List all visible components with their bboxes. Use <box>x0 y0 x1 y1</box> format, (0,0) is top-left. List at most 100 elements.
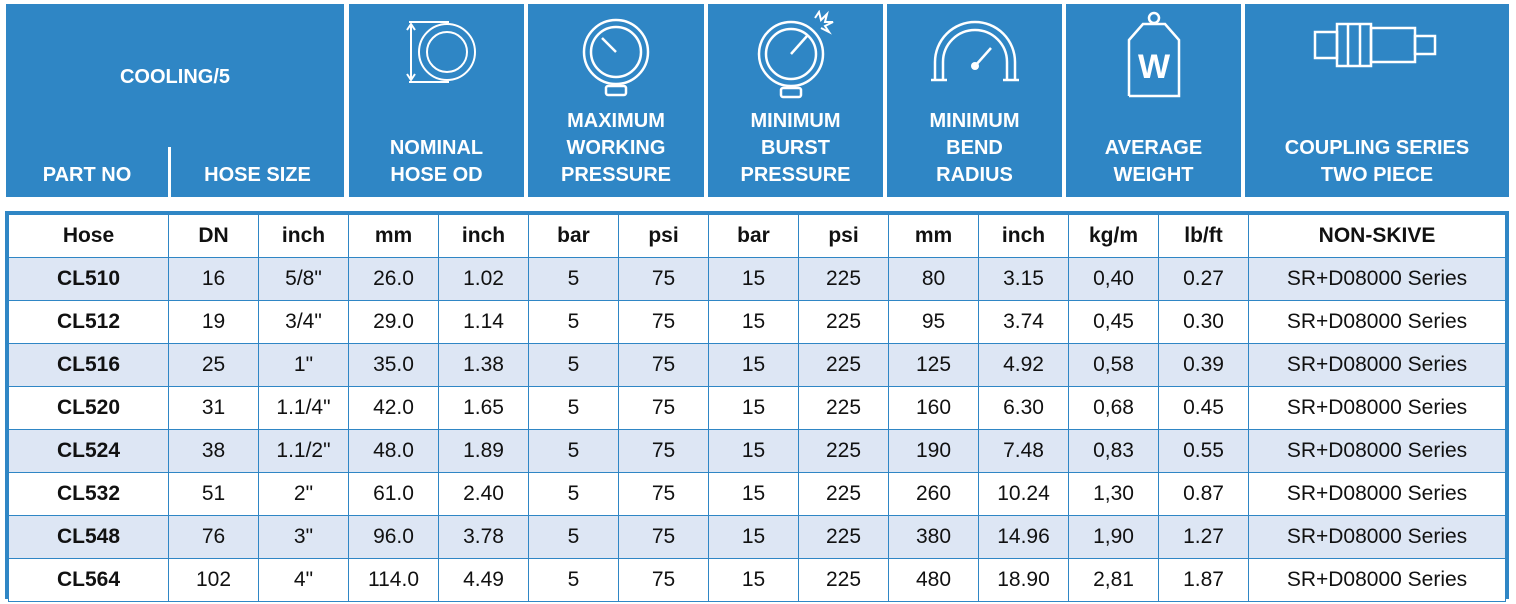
column-header: NON-SKIVE <box>1248 214 1506 258</box>
table-cell: 0.27 <box>1158 257 1249 301</box>
column-header: inch <box>438 214 529 258</box>
table-cell: 75 <box>618 472 709 516</box>
table-cell: 0,45 <box>1068 300 1159 344</box>
table-cell: 38 <box>168 429 259 473</box>
table-cell: 15 <box>708 472 799 516</box>
header-nominal-od: NOMINAL HOSE OD <box>349 4 524 197</box>
table-cell: 6.30 <box>978 386 1069 430</box>
table-cell: 0.45 <box>1158 386 1249 430</box>
table-cell: 3.15 <box>978 257 1069 301</box>
table-cell: SR+D08000 Series <box>1248 386 1506 430</box>
table-row: CL510 16 5/8" 26.0 1.02 5 75 15 225 80 3.15 0,40 0.2… <box>8 257 1506 301</box>
table-cell: 75 <box>618 558 709 602</box>
table-cell: 225 <box>798 429 889 473</box>
table-cell: 31 <box>168 386 259 430</box>
table-cell: 1.65 <box>438 386 529 430</box>
table-cell: 260 <box>888 472 979 516</box>
table-cell: 76 <box>168 515 259 559</box>
part-number-cell: CL512 <box>8 300 169 344</box>
table-cell: SR+D08000 Series <box>1248 257 1506 301</box>
table-cell: 125 <box>888 343 979 387</box>
column-header: mm <box>348 214 439 258</box>
table-cell: 1.14 <box>438 300 529 344</box>
table-cell: 5 <box>528 558 619 602</box>
table-cell: 75 <box>618 343 709 387</box>
coupling-label: COUPLING SERIES TWO PIECE <box>1284 137 1470 186</box>
column-header: psi <box>618 214 709 258</box>
max-pressure-label: MAXIMUM WORKING PRESSURE <box>560 110 672 186</box>
table-cell: 102 <box>168 558 259 602</box>
part-number-cell: CL520 <box>8 386 169 430</box>
bend-radius-label: MINIMUM BEND RADIUS <box>929 110 1020 186</box>
table-cell: SR+D08000 Series <box>1248 515 1506 559</box>
part-number-cell: CL516 <box>8 343 169 387</box>
part-number-cell: CL510 <box>8 257 169 301</box>
header-burst-pressure: MINIMUM BURST PRESSURE <box>708 4 883 197</box>
part-no-label: PART NO <box>42 164 132 186</box>
table-cell: 3" <box>258 515 349 559</box>
table-cell: 42.0 <box>348 386 439 430</box>
header-divider <box>168 147 171 197</box>
column-header: DN <box>168 214 259 258</box>
header-part-hose: COOLING/5 PART NO HOSE SIZE <box>6 4 344 197</box>
table-cell: 75 <box>618 257 709 301</box>
table-cell: 15 <box>708 343 799 387</box>
burst-gauge-icon <box>757 10 833 99</box>
column-header: Hose <box>8 214 169 258</box>
table-cell: 0,58 <box>1068 343 1159 387</box>
column-header: inch <box>258 214 349 258</box>
table-cell: 1.89 <box>438 429 529 473</box>
table-cell: 61.0 <box>348 472 439 516</box>
table-cell: SR+D08000 Series <box>1248 429 1506 473</box>
table-cell: 95 <box>888 300 979 344</box>
table-cell: 15 <box>708 300 799 344</box>
header-bend-radius: MINIMUM BEND RADIUS <box>887 4 1062 197</box>
part-number-cell: CL524 <box>8 429 169 473</box>
table-cell: 5 <box>528 386 619 430</box>
table-cell: 80 <box>888 257 979 301</box>
table-cell: 35.0 <box>348 343 439 387</box>
table-header-row: Hose DN inch mm inch bar psi bar psi mm inch kg/m lb… <box>8 214 1506 258</box>
table-row: CL564 102 4" 114.0 4.49 5 75 15 225 480 18.90 2,81 1… <box>8 558 1506 602</box>
table-cell: 4" <box>258 558 349 602</box>
table-row: CL532 51 2" 61.0 2.40 5 75 15 225 260 10.24 1,30 0.8… <box>8 472 1506 516</box>
table-cell: 225 <box>798 515 889 559</box>
table-cell: 2,81 <box>1068 558 1159 602</box>
table-cell: SR+D08000 Series <box>1248 472 1506 516</box>
table-cell: 0.55 <box>1158 429 1249 473</box>
header-max-pressure: MAXIMUM WORKING PRESSURE <box>528 4 704 197</box>
table-cell: 18.90 <box>978 558 1069 602</box>
table-cell: 5 <box>528 257 619 301</box>
nominal-od-label: NOMINAL HOSE OD <box>389 137 484 186</box>
table-cell: 0,68 <box>1068 386 1159 430</box>
table-cell: 15 <box>708 386 799 430</box>
hose-size-label: HOSE SIZE <box>204 164 311 186</box>
table-cell: 1,30 <box>1068 472 1159 516</box>
table-cell: SR+D08000 Series <box>1248 343 1506 387</box>
product-title: COOLING/5 <box>119 66 230 88</box>
table-cell: 3.78 <box>438 515 529 559</box>
table-cell: 4.49 <box>438 558 529 602</box>
column-header: psi <box>798 214 889 258</box>
table-cell: 114.0 <box>348 558 439 602</box>
bend-radius-icon <box>930 20 1019 82</box>
table-cell: 225 <box>798 386 889 430</box>
table-cell: 15 <box>708 429 799 473</box>
table-cell: 1.27 <box>1158 515 1249 559</box>
table-row: CL512 19 3/4" 29.0 1.14 5 75 15 225 95 3.74 0,45 0.3… <box>8 300 1506 344</box>
table-cell: 0.30 <box>1158 300 1249 344</box>
weight-icon: W <box>1127 11 1180 98</box>
table-cell: 5 <box>528 300 619 344</box>
table-cell: 51 <box>168 472 259 516</box>
table-cell: 1.87 <box>1158 558 1249 602</box>
table-cell: 225 <box>798 300 889 344</box>
svg-text:W: W <box>1137 48 1170 86</box>
burst-pressure-label: MINIMUM BURST PRESSURE <box>740 110 851 186</box>
table-row: CL524 38 1.1/2" 48.0 1.89 5 75 15 225 190 7.48 0,83… <box>8 429 1506 473</box>
table-cell: 14.96 <box>978 515 1069 559</box>
table-cell: 190 <box>888 429 979 473</box>
avg-weight-label: AVERAGE WEIGHT <box>1104 137 1203 186</box>
table-row: CL516 25 1" 35.0 1.38 5 75 15 225 125 4.92 0,58 0.39… <box>8 343 1506 387</box>
table-cell: 160 <box>888 386 979 430</box>
table-cell: 26.0 <box>348 257 439 301</box>
